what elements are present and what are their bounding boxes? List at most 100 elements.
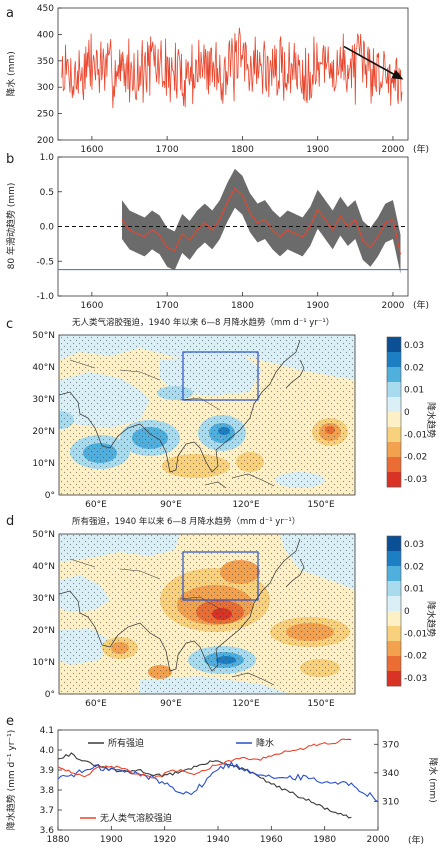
panel-e-letter: e — [6, 714, 14, 729]
e-xtick-label: 1940 — [207, 835, 230, 845]
a-xtick-label: 1600 — [80, 145, 103, 155]
panel-c-letter: c — [6, 317, 13, 332]
a-ytick-label: 400 — [37, 30, 54, 40]
a-series-line — [61, 27, 403, 109]
colorbar-swatch — [387, 596, 401, 612]
b-ytick-label: 0.5 — [40, 188, 54, 198]
c-ytick-20: 20°N — [32, 427, 55, 437]
e-ytick-left-label: 3.9 — [40, 766, 55, 776]
colorbar-tick-label: 0.03 — [404, 540, 424, 550]
panel-e-chart: 3.6 3.7 3.8 3.9 4.0 4.1 310 340 370 1880 1900 1920 1… — [40, 726, 400, 845]
d-ytick-0: 0° — [45, 690, 55, 700]
e-series-precip — [57, 761, 379, 803]
colorbar-tick-label: 0.03 — [404, 341, 424, 351]
a-ytick-label: 300 — [37, 83, 54, 93]
colorbar-tick-label: 0.02 — [404, 363, 424, 373]
a-ytick-label: 200 — [37, 136, 54, 146]
panel-e-ylabel-left: 降水趋势 (mm d⁻¹ yr⁻¹) — [5, 730, 17, 831]
colorbar-swatch — [387, 337, 401, 353]
colorbar-swatch — [387, 641, 401, 657]
legend-precip-label: 降水 — [256, 737, 274, 749]
panel-c-frame — [58, 334, 356, 496]
c-ytick-30: 30°N — [32, 395, 55, 405]
panel-a-year-unit: (年) — [413, 143, 429, 155]
e-ytick-left-label: 3.6 — [40, 826, 55, 836]
colorbar-swatch — [387, 611, 401, 627]
e-series-no_aerosol — [57, 738, 352, 779]
panel-c-title: 无人类气溶胶强迫，1940 年以来 6—8 月降水趋势（mm d⁻¹ yr⁻¹） — [72, 317, 334, 328]
a-xtick-label: 1700 — [156, 145, 179, 155]
panel-a-letter: a — [6, 6, 14, 21]
colorbar-swatch — [387, 457, 401, 473]
panel-d-region-box — [182, 551, 259, 601]
panel-b-chart: -1.0 -0.5 0.0 0.5 1.0 1600 1700 1800 1900 2000 — [36, 153, 409, 311]
panel-d-map — [59, 534, 355, 694]
e-ytick-right-label: 370 — [382, 740, 399, 750]
colorbar-tick-label: -0.02 — [404, 652, 427, 662]
b-ytick-label: -0.5 — [36, 257, 54, 267]
a-xtick-label: 1900 — [306, 145, 329, 155]
c-xtick-60: 60°E — [85, 500, 107, 510]
a-ytick-label: 250 — [37, 110, 54, 120]
d-ytick-40: 40°N — [32, 562, 55, 572]
colorbar-swatch — [387, 412, 401, 428]
e-ytick-left-label: 4.1 — [40, 726, 54, 736]
panel-d-frame — [58, 533, 356, 695]
b-ytick-label: 0.0 — [40, 223, 55, 233]
colorbar-swatch — [387, 352, 401, 368]
colorbar-tick-label: -0.03 — [404, 674, 427, 684]
colorbar-swatch — [387, 581, 401, 597]
e-ytick-right-label: 340 — [382, 769, 399, 779]
d-ytick-30: 30°N — [32, 594, 55, 604]
colorbar-tick-label: -0.01 — [404, 430, 427, 440]
a-xtick-label: 1800 — [231, 145, 254, 155]
panel-c-map — [59, 335, 355, 495]
panel-d-y-ticks: 0° 10°N 20°N 30°N 40°N 50°N — [32, 530, 55, 700]
b-xtick-label: 1600 — [80, 301, 103, 311]
colorbar-frame — [386, 336, 402, 488]
panel-d-colorbar: 0.03 0.02 0.01 0 -0.01 -0.02 -0.03 — [386, 535, 427, 687]
e-series-all — [57, 752, 352, 819]
colorbar-tick-label: -0.01 — [404, 629, 427, 639]
c-xtick-150: 150°E — [307, 500, 335, 510]
a-ytick-label: 450 — [37, 4, 54, 14]
panel-c-colorbar-label: 降水趋势 — [425, 402, 437, 438]
colorbar-tick-label: 0.01 — [404, 386, 424, 396]
e-xtick-label: 1920 — [153, 835, 176, 845]
legend-no-aerosol-label: 无人类气溶胶强迫 — [100, 812, 172, 824]
colorbar-swatch — [387, 671, 401, 687]
c-xtick-120: 120°E — [232, 500, 260, 510]
e-ytick-left-label: 4.0 — [40, 746, 55, 756]
c-ytick-50: 50°N — [32, 331, 55, 341]
panel-b-ylabel: 80 年滑动趋势 (mm) — [5, 183, 17, 270]
colorbar-tick-label: 0 — [404, 408, 410, 418]
panel-c-x-ticks: 60°E 90°E 120°E 150°E — [85, 500, 335, 510]
d-xtick-60: 60°E — [85, 699, 107, 709]
colorbar-tick-label: -0.03 — [404, 475, 427, 485]
a-ytick-label: 350 — [37, 57, 54, 67]
c-ytick-0: 0° — [45, 491, 55, 501]
e-xtick-label: 1960 — [260, 835, 283, 845]
d-xtick-120: 120°E — [232, 699, 260, 709]
e-xtick-label: 1900 — [100, 835, 123, 845]
b-xtick-label: 2000 — [381, 301, 404, 311]
colorbar-swatch — [387, 626, 401, 642]
a-xtick-label: 2000 — [381, 145, 404, 155]
b-xtick-label: 1800 — [231, 301, 254, 311]
d-xtick-90: 90°E — [160, 699, 182, 709]
b-xtick-label: 1900 — [306, 301, 329, 311]
e-ytick-left-label: 3.8 — [40, 786, 55, 796]
b-ytick-label: -1.0 — [36, 292, 54, 302]
panel-e-legend: 所有强迫 降水 无人类气溶胶强迫 — [80, 737, 274, 824]
legend-all-label: 所有强迫 — [108, 737, 144, 749]
e-xtick-label: 2000 — [367, 835, 390, 845]
panel-c-colorbar: 0.03 0.02 0.01 0 -0.01 -0.02 -0.03 — [386, 336, 427, 488]
panel-c-region-box — [182, 351, 259, 401]
colorbar-swatch — [387, 397, 401, 413]
panel-b-year-unit: (年) — [413, 299, 429, 311]
b-ytick-label: 1.0 — [40, 153, 55, 163]
panel-a-ylabel: 降水 (mm) — [5, 51, 17, 96]
panel-d-letter: d — [6, 514, 14, 529]
d-ytick-10: 10°N — [32, 658, 55, 668]
colorbar-swatch — [387, 551, 401, 567]
